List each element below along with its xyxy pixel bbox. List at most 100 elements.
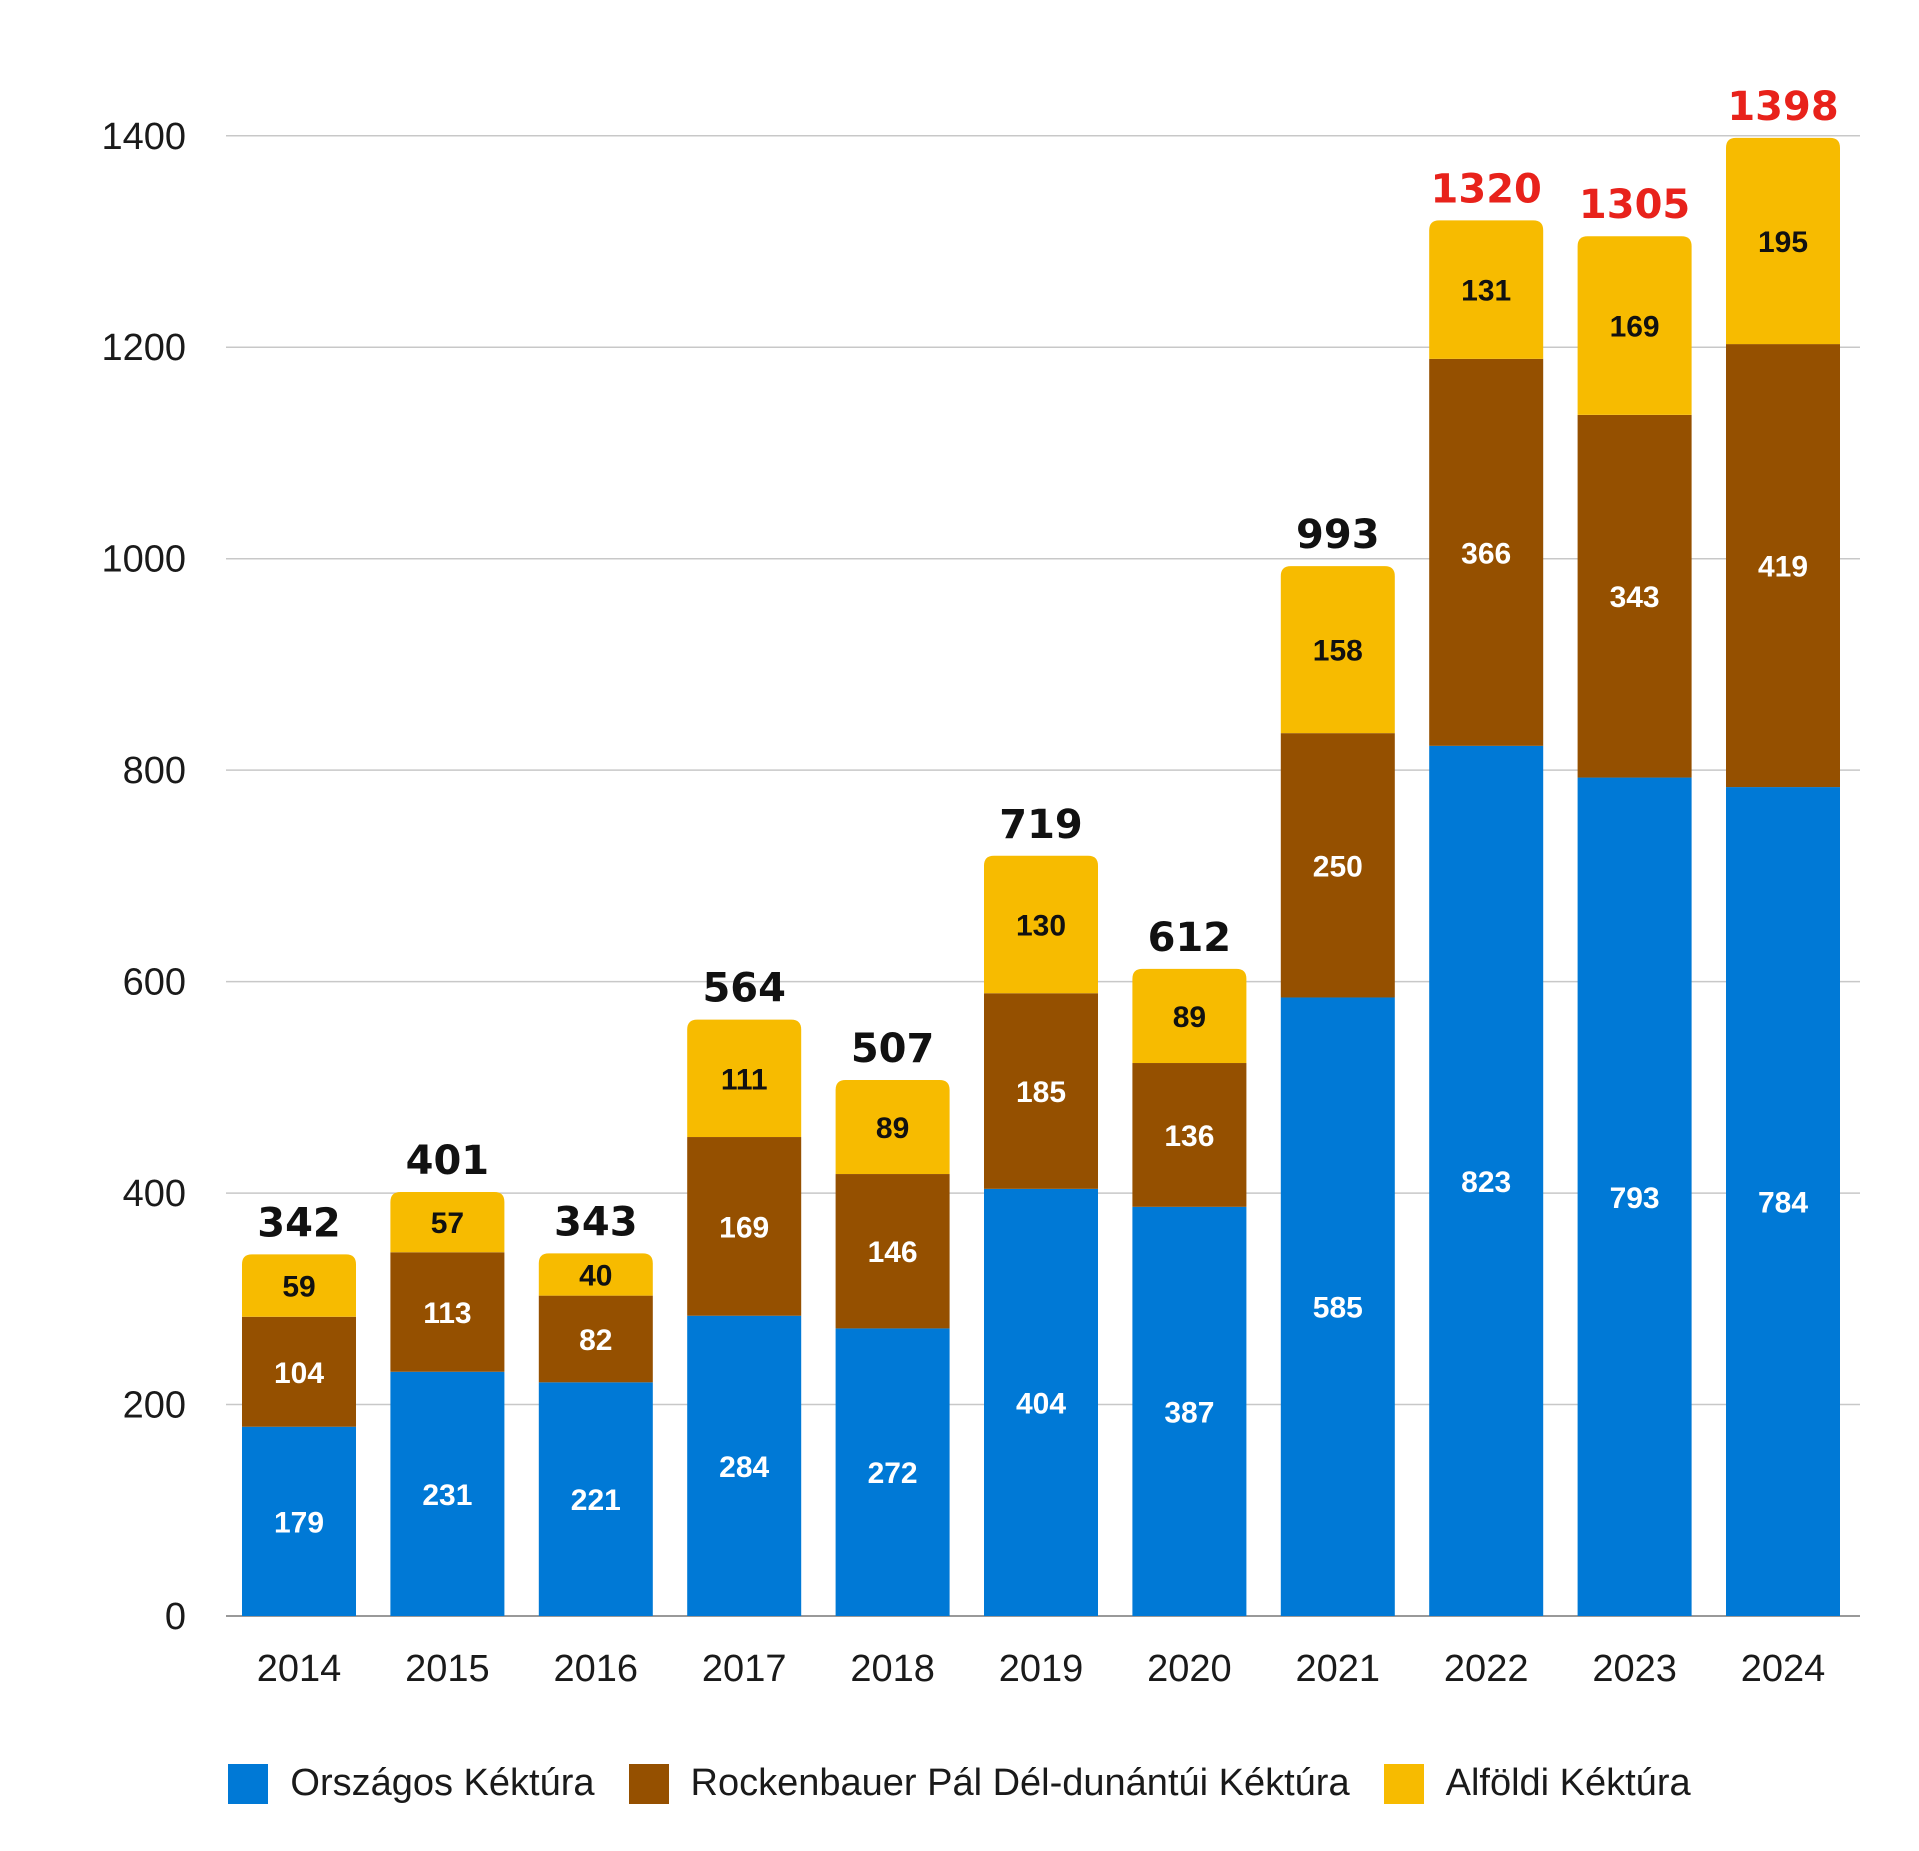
legend: Országos Kéktúra Rockenbauer Pál Dél-dun… xyxy=(0,1762,1919,1805)
legend-item-orszagos[interactable]: Országos Kéktúra xyxy=(228,1762,595,1805)
bar-segment xyxy=(1132,1206,1247,1616)
data-label: 179 xyxy=(274,1506,324,1539)
data-label: 57 xyxy=(431,1207,464,1240)
bar-segment xyxy=(1429,358,1544,746)
bar-segment xyxy=(1577,414,1692,778)
data-label: 185 xyxy=(1016,1076,1066,1109)
data-label: 169 xyxy=(719,1211,769,1244)
data-label: 195 xyxy=(1758,226,1808,259)
bar-segment xyxy=(390,1252,505,1372)
bar-group-2021: 585 250 158 993 xyxy=(1280,512,1395,1616)
data-label: 284 xyxy=(719,1451,769,1484)
data-label: 231 xyxy=(422,1479,472,1512)
bar-group-2016: 221 82 40 343 xyxy=(538,1199,653,1616)
bar-segment xyxy=(687,1315,802,1616)
total-label: 564 xyxy=(702,966,786,1012)
bar-segment xyxy=(538,1295,653,1383)
bar-segment xyxy=(1726,787,1840,1616)
y-tick-label: 1000 xyxy=(101,539,186,581)
data-label: 404 xyxy=(1016,1387,1066,1420)
legend-item-alfoldi[interactable]: Alföldi Kéktúra xyxy=(1383,1762,1691,1805)
data-label: 343 xyxy=(1610,581,1660,614)
total-label: 993 xyxy=(1296,512,1380,558)
bar-segment xyxy=(1577,236,1692,415)
bar-segment xyxy=(1726,137,1840,345)
bar-segment xyxy=(242,1254,356,1317)
bar-segment xyxy=(242,1426,356,1616)
y-tick-label: 400 xyxy=(123,1173,186,1215)
data-label: 585 xyxy=(1313,1292,1363,1325)
data-label: 387 xyxy=(1164,1396,1214,1429)
bar-group-2022: 823 366 131 1320 xyxy=(1429,166,1544,1616)
bar-segment xyxy=(687,1137,802,1316)
data-label: 111 xyxy=(721,1063,768,1096)
x-tick-label: 2014 xyxy=(257,1648,342,1690)
data-label: 131 xyxy=(1461,275,1511,308)
total-label: 401 xyxy=(406,1138,490,1184)
data-label: 89 xyxy=(876,1112,909,1145)
total-label: 719 xyxy=(999,802,1083,848)
y-tick-label: 0 xyxy=(165,1596,186,1638)
bar-group-2019: 404 185 130 719 xyxy=(984,802,1098,1616)
bar-segment xyxy=(1280,997,1395,1616)
total-label: 507 xyxy=(851,1026,935,1072)
bar-segment xyxy=(1429,745,1544,1616)
data-label: 113 xyxy=(423,1297,471,1330)
x-tick-label: 2016 xyxy=(554,1648,639,1690)
total-label: 343 xyxy=(554,1199,638,1245)
legend-swatch-alfoldi xyxy=(1383,1763,1424,1804)
bar-group-2023: 793 343 169 1305 xyxy=(1577,182,1692,1616)
data-label: 89 xyxy=(1173,1001,1206,1034)
bars: 179 104 59 342 231 113 57 401 221 82 40 343 284 169 11… xyxy=(242,84,1840,1616)
bar-segment xyxy=(835,1079,950,1175)
bar-segment xyxy=(687,1019,802,1138)
bar-segment xyxy=(538,1253,653,1296)
x-tick-label: 2015 xyxy=(405,1648,490,1690)
data-label: 793 xyxy=(1610,1182,1660,1215)
bar-group-2017: 284 169 111 564 xyxy=(687,966,802,1616)
bar-segment xyxy=(984,993,1098,1189)
bar-segment xyxy=(1726,344,1840,788)
bar-segment xyxy=(1429,220,1544,359)
data-label: 169 xyxy=(1610,311,1660,344)
legend-label-alfoldi: Alföldi Kéktúra xyxy=(1445,1762,1691,1804)
total-label: 612 xyxy=(1148,915,1232,961)
data-label: 823 xyxy=(1461,1166,1511,1199)
x-tick-label: 2017 xyxy=(702,1648,787,1690)
data-label: 419 xyxy=(1758,551,1808,584)
x-tick-label: 2020 xyxy=(1147,1648,1232,1690)
bar-group-2014: 179 104 59 342 xyxy=(242,1200,356,1616)
total-label: 342 xyxy=(257,1200,341,1246)
data-label: 40 xyxy=(579,1259,612,1292)
data-label: 784 xyxy=(1758,1187,1808,1220)
bar-segment xyxy=(835,1328,950,1616)
bar-segment xyxy=(242,1316,356,1427)
data-label: 366 xyxy=(1461,537,1511,570)
x-tick-label: 2021 xyxy=(1296,1648,1381,1690)
bar-group-2018: 272 146 89 507 xyxy=(835,1026,950,1616)
total-label: 1305 xyxy=(1579,182,1690,228)
bar-segment xyxy=(538,1382,653,1616)
data-label: 136 xyxy=(1164,1120,1214,1153)
y-tick-label: 200 xyxy=(123,1385,186,1427)
y-tick-label: 600 xyxy=(123,962,186,1004)
total-label: 1398 xyxy=(1727,84,1838,130)
bar-group-2024: 784 419 195 1398 xyxy=(1726,84,1840,1616)
bar-segment xyxy=(984,855,1098,994)
data-label: 158 xyxy=(1313,635,1363,668)
x-tick-label: 2019 xyxy=(999,1648,1084,1690)
bar-group-2020: 387 136 89 612 xyxy=(1132,915,1247,1616)
legend-label-orszagos: Országos Kéktúra xyxy=(290,1762,595,1804)
legend-item-rockenbauer[interactable]: Rockenbauer Pál Dél-dunántúi Kéktúra xyxy=(628,1762,1350,1805)
x-tick-label: 2018 xyxy=(850,1648,935,1690)
bar-segment xyxy=(1280,733,1395,998)
x-axis-ticks: 2014 2015 2016 2017 2018 2019 2020 2021 2022 2023… xyxy=(257,1648,1826,1690)
total-label: 1320 xyxy=(1431,166,1542,212)
data-label: 272 xyxy=(868,1457,918,1490)
data-label: 130 xyxy=(1016,910,1066,943)
y-tick-label: 1400 xyxy=(101,116,186,158)
x-tick-label: 2023 xyxy=(1592,1648,1677,1690)
bar-segment xyxy=(1577,777,1692,1616)
legend-label-rockenbauer: Rockenbauer Pál Dél-dunántúi Kéktúra xyxy=(690,1762,1350,1804)
data-label: 82 xyxy=(579,1324,612,1357)
